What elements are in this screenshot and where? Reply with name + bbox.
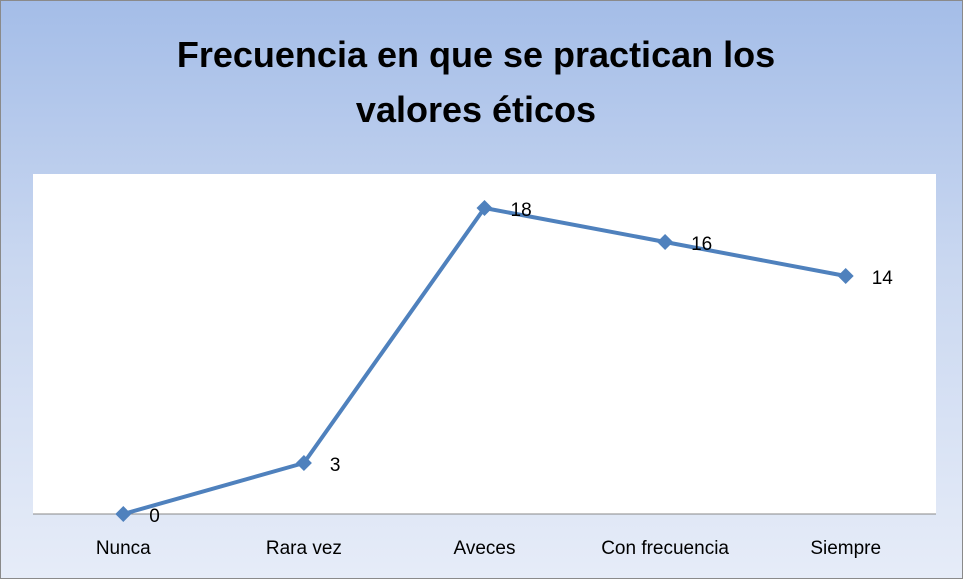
point-marker xyxy=(476,200,493,216)
x-tick-label: Nunca xyxy=(96,538,151,559)
point-marker xyxy=(657,234,674,250)
x-tick-label: Siempre xyxy=(810,538,881,559)
point-marker xyxy=(837,268,854,284)
data-label: 16 xyxy=(691,234,712,255)
point-marker xyxy=(295,455,312,471)
x-tick-label: Rara vez xyxy=(266,538,342,559)
x-tick-label: Aveces xyxy=(454,538,516,559)
data-label: 14 xyxy=(872,268,894,289)
point-marker xyxy=(115,506,132,522)
x-tick-label: Con frecuencia xyxy=(601,538,729,559)
data-label: 0 xyxy=(149,506,160,527)
data-label: 18 xyxy=(511,200,532,221)
data-label: 3 xyxy=(330,455,341,476)
plot-area xyxy=(33,174,936,514)
chart-title: Frecuencia en que se practican los valor… xyxy=(176,34,776,130)
